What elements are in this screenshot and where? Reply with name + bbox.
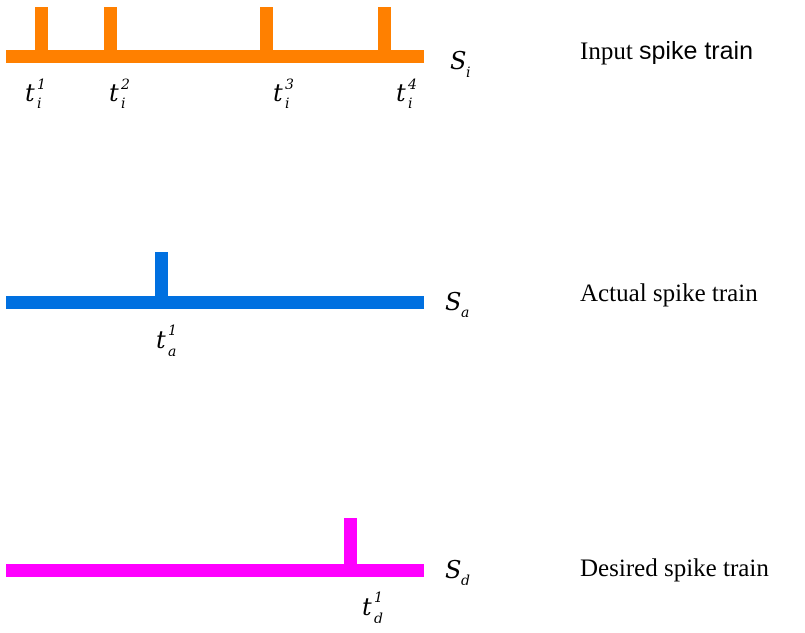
- input-train-description-part-b: spike train: [639, 37, 753, 65]
- actual-train-baseline: [6, 296, 424, 309]
- desired-spike-train: t 1 d S d Desired spike train: [6, 518, 769, 627]
- train-symbol-subscript: i: [466, 65, 470, 81]
- actual-spike-1: [155, 252, 168, 302]
- spike-time-symbol: t: [156, 326, 166, 354]
- input-spike-1: [35, 7, 48, 57]
- input-spike-2: [104, 7, 117, 57]
- input-spike-3-label: t 3 i: [273, 77, 294, 112]
- desired-spike-1: [344, 518, 357, 570]
- spike-time-subscript: i: [285, 96, 289, 112]
- input-spike-3: [260, 7, 273, 57]
- desired-train-description: Desired spike train: [580, 555, 769, 582]
- input-spike-train: t 1 i t 2 i t 3 i t 4 i S i Input spike …: [6, 7, 753, 112]
- spike-time-superscript: 1: [168, 323, 177, 339]
- desired-train-baseline: [6, 564, 424, 577]
- spike-time-symbol: t: [273, 79, 283, 107]
- spike-time-symbol: t: [109, 79, 119, 107]
- train-symbol-main: S: [445, 556, 461, 584]
- spike-time-superscript: 1: [37, 77, 46, 93]
- spike-time-symbol: t: [362, 593, 372, 621]
- spike-time-subscript: i: [37, 96, 41, 112]
- train-symbol-subscript: a: [461, 305, 469, 321]
- input-spike-2-label: t 2 i: [109, 77, 130, 112]
- train-symbol-main: S: [450, 47, 466, 75]
- input-spike-4: [378, 7, 391, 57]
- input-spike-4-label: t 4 i: [396, 77, 417, 112]
- spike-time-subscript: d: [374, 611, 383, 627]
- spike-time-superscript: 2: [120, 77, 130, 93]
- input-train-description: Input spike train: [580, 37, 753, 65]
- spike-time-superscript: 4: [407, 77, 417, 93]
- input-train-baseline: [6, 50, 424, 63]
- spike-time-superscript: 1: [374, 590, 383, 606]
- actual-spike-1-label: t 1 a: [156, 323, 177, 360]
- spike-time-subscript: a: [168, 344, 176, 360]
- spike-time-symbol: t: [25, 79, 35, 107]
- input-train-description-part-a: Input: [580, 38, 639, 65]
- spike-time-superscript: 3: [285, 77, 294, 93]
- spike-time-subscript: i: [121, 96, 125, 112]
- input-train-symbol: S i: [450, 47, 470, 81]
- input-spike-1-label: t 1 i: [25, 77, 46, 112]
- desired-train-symbol: S d: [445, 556, 470, 589]
- actual-train-symbol: S a: [445, 288, 469, 321]
- train-symbol-main: S: [445, 288, 461, 316]
- desired-spike-1-label: t 1 d: [362, 590, 383, 627]
- spike-time-symbol: t: [396, 79, 406, 107]
- spike-time-subscript: i: [408, 96, 412, 112]
- actual-spike-train: t 1 a S a Actual spike train: [6, 252, 758, 360]
- train-symbol-subscript: d: [461, 573, 470, 589]
- actual-train-description: Actual spike train: [580, 280, 758, 307]
